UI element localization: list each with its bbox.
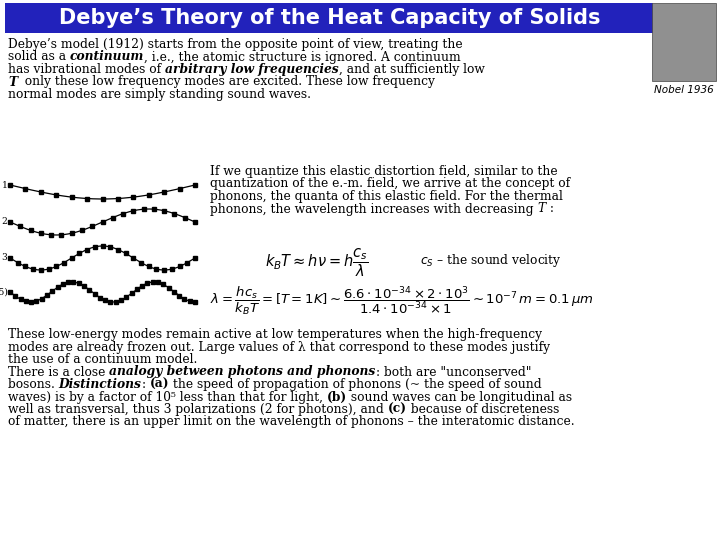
Text: well as transversal, thus 3 polarizations (2 for photons), and: well as transversal, thus 3 polarization… (8, 403, 387, 416)
Text: phonons, the quanta of this elastic field. For the thermal: phonons, the quanta of this elastic fiel… (210, 190, 563, 203)
Text: There is a close: There is a close (8, 366, 109, 379)
Text: :: : (142, 378, 150, 391)
Text: normal modes are simply standing sound waves.: normal modes are simply standing sound w… (8, 88, 311, 101)
Text: These low-energy modes remain active at low temperatures when the high-frequency: These low-energy modes remain active at … (8, 328, 542, 341)
Text: analogy between photons and phonons: analogy between photons and phonons (109, 366, 376, 379)
FancyBboxPatch shape (652, 3, 716, 81)
Text: has vibrational modes of: has vibrational modes of (8, 63, 165, 76)
Text: waves) is by a factor of 10⁵ less than that for light,: waves) is by a factor of 10⁵ less than t… (8, 390, 327, 403)
Text: sound waves can be longitudinal as: sound waves can be longitudinal as (347, 390, 572, 403)
Text: modes are already frozen out. Large values of λ that correspond to these modes j: modes are already frozen out. Large valu… (8, 341, 550, 354)
Text: Debye’s model (1912) starts from the opposite point of view, treating the: Debye’s model (1912) starts from the opp… (8, 38, 463, 51)
Text: If we quantize this elastic distortion field, similar to the: If we quantize this elastic distortion f… (210, 165, 557, 178)
FancyBboxPatch shape (5, 3, 653, 33)
Text: n = 2: n = 2 (0, 218, 8, 226)
Text: : both are "unconserved": : both are "unconserved" (376, 366, 531, 379)
Text: n = 3: n = 3 (0, 253, 8, 262)
Text: solid as a: solid as a (8, 51, 70, 64)
Text: arbitrary low frequencies: arbitrary low frequencies (165, 63, 338, 76)
Text: $\lambda = \dfrac{hc_s}{k_BT} = [T=1K]\sim\dfrac{6.6\cdot10^{-34}\times2\cdot10^: $\lambda = \dfrac{hc_s}{k_BT} = [T=1K]\s… (210, 285, 594, 318)
Text: phonons, the wavelength increases with decreasing: phonons, the wavelength increases with d… (210, 202, 537, 215)
Text: Debye’s Theory of the Heat Capacity of Solids: Debye’s Theory of the Heat Capacity of S… (59, 8, 600, 28)
Text: (b): (b) (327, 390, 347, 403)
Text: T: T (537, 202, 546, 215)
Text: Distinctions: Distinctions (59, 378, 142, 391)
Text: (c): (c) (387, 403, 407, 416)
Text: , i.e., the atomic structure is ignored. A continuum: , i.e., the atomic structure is ignored.… (145, 51, 461, 64)
Text: the speed of propagation of phonons (~ the speed of sound: the speed of propagation of phonons (~ t… (169, 378, 541, 391)
Text: continuum: continuum (70, 51, 145, 64)
Text: (a): (a) (150, 378, 169, 391)
Text: bosons.: bosons. (8, 378, 59, 391)
Text: because of discreteness: because of discreteness (407, 403, 559, 416)
Text: only these low frequency modes are excited. These low frequency: only these low frequency modes are excit… (17, 76, 435, 89)
Text: n = 1: n = 1 (0, 180, 8, 190)
Text: $k_B T \approx h\nu = h\dfrac{c_s}{\lambda}$: $k_B T \approx h\nu = h\dfrac{c_s}{\lamb… (265, 247, 369, 279)
Text: the use of a continuum model.: the use of a continuum model. (8, 353, 197, 366)
Text: n = 4(5): n = 4(5) (0, 287, 8, 296)
Text: , and at sufficiently low: , and at sufficiently low (338, 63, 485, 76)
Text: of matter, there is an upper limit on the wavelength of phonons – the interatomi: of matter, there is an upper limit on th… (8, 415, 575, 429)
Text: Nobel 1936: Nobel 1936 (654, 85, 714, 95)
Text: T: T (8, 76, 17, 89)
Text: :: : (546, 202, 554, 215)
Text: $c_S$ – the sound velocity: $c_S$ – the sound velocity (420, 252, 562, 269)
Text: quantization of the e.-m. field, we arrive at the concept of: quantization of the e.-m. field, we arri… (210, 178, 570, 191)
